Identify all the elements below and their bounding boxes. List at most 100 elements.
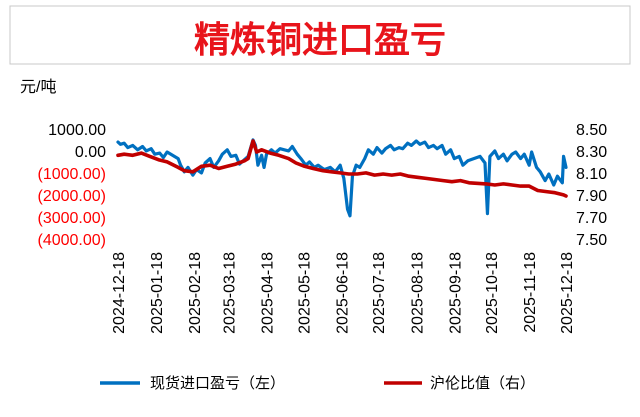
data-point-shfe-lme-ratio (277, 154, 281, 157)
data-point-shfe-lme-ratio (243, 159, 246, 163)
data-point-import-profit (329, 166, 332, 169)
x-axis-tick-label: 2025-04-18 (260, 252, 277, 334)
data-point-shfe-lme-ratio (176, 166, 180, 169)
data-point-import-profit (186, 166, 190, 169)
data-point-shfe-lme-ratio (467, 181, 471, 185)
data-point-import-profit (444, 152, 448, 156)
data-point-shfe-lme-ratio (424, 177, 428, 180)
data-point-import-profit (510, 152, 514, 156)
data-point-import-profit (389, 144, 392, 147)
right-axis-tick-label: 7.50 (576, 232, 607, 249)
data-point-import-profit (144, 149, 148, 153)
data-point-shfe-lme-ratio (502, 182, 505, 186)
data-point-import-profit (308, 160, 311, 164)
data-point-import-profit (299, 157, 303, 160)
data-point-import-profit (493, 149, 497, 153)
data-point-import-profit (552, 183, 556, 187)
data-point-import-profit (153, 152, 157, 156)
x-axis-tick-label: 2025-02-18 (187, 252, 204, 334)
data-point-import-profit (527, 163, 531, 167)
right-axis-tick-label: 7.90 (576, 188, 607, 205)
data-point-import-profit (116, 140, 120, 144)
data-point-shfe-lme-ratio (450, 180, 454, 183)
x-axis-tick-label: 2025-10-18 (484, 252, 501, 334)
data-point-shfe-lme-ratio (338, 171, 342, 175)
data-point-shfe-lme-ratio (140, 151, 143, 155)
data-point-import-profit (278, 147, 282, 150)
right-axis-tick-label: 8.30 (576, 144, 607, 161)
data-point-shfe-lme-ratio (484, 182, 488, 186)
x-axis-tick-label: 2025-09-18 (447, 252, 464, 334)
data-point-shfe-lme-ratio (294, 161, 298, 165)
legend-label-shfe-lme-ratio: 沪伦比值（右） (430, 375, 535, 392)
data-point-import-profit (287, 149, 290, 153)
data-point-shfe-lme-ratio (122, 152, 126, 156)
data-point-import-profit (406, 141, 409, 145)
data-point-import-profit (457, 155, 461, 158)
left-axis-tick-labels: 1000.00 0.00 (1000.00) (2000.00) (3000.00) (4… (38, 122, 107, 249)
data-point-shfe-lme-ratio (208, 163, 212, 167)
data-point-import-profit (149, 147, 153, 150)
data-point-import-profit (478, 155, 482, 158)
data-point-shfe-lme-ratio (527, 184, 531, 188)
left-axis-tick-label: (2000.00) (38, 188, 107, 205)
data-point-shfe-lme-ratio (545, 190, 548, 193)
data-point-shfe-lme-ratio (416, 176, 419, 179)
data-point-import-profit (466, 159, 470, 163)
data-point-import-profit (556, 174, 559, 178)
data-point-import-profit (358, 166, 362, 169)
data-point-import-profit (262, 166, 266, 169)
data-point-import-profit (203, 161, 207, 165)
data-point-import-profit (346, 207, 349, 211)
data-point-shfe-lme-ratio (564, 194, 568, 198)
data-point-import-profit (348, 214, 352, 218)
data-point-shfe-lme-ratio (217, 167, 220, 170)
data-point-import-profit (208, 157, 212, 160)
data-point-import-profit (295, 152, 299, 156)
data-point-shfe-lme-ratio (311, 167, 315, 170)
data-point-shfe-lme-ratio (433, 178, 436, 181)
data-point-shfe-lme-ratio (493, 183, 497, 187)
data-point-shfe-lme-ratio (260, 148, 263, 152)
data-point-import-profit (497, 157, 500, 160)
data-point-import-profit (453, 157, 456, 160)
data-point-shfe-lme-ratio (303, 165, 306, 168)
x-axis-tick-label: 2025-08-18 (409, 252, 426, 334)
left-axis-tick-label: (1000.00) (38, 166, 107, 183)
data-point-import-profit (564, 166, 568, 169)
data-point-import-profit (131, 144, 135, 147)
x-axis-tick-labels: 2024-12-18 2025-01-18 2025-02-18 2025-03-18… (111, 252, 576, 334)
data-point-shfe-lme-ratio (246, 157, 250, 160)
x-axis-tick-label: 2025-01-18 (149, 252, 166, 334)
data-point-import-profit (432, 144, 435, 147)
right-axis-tick-label: 8.50 (576, 122, 607, 139)
data-point-import-profit (392, 148, 396, 152)
data-point-import-profit (461, 163, 465, 167)
data-point-shfe-lme-ratio (364, 171, 368, 175)
data-point-import-profit (126, 146, 130, 149)
x-axis-tick-label: 2024-12-18 (111, 252, 128, 334)
chart-title: 精炼铜进口盈亏 (194, 19, 446, 60)
data-point-import-profit (179, 163, 182, 167)
data-point-import-profit (122, 141, 126, 145)
series-shfe-lme-ratio (116, 139, 568, 198)
data-point-import-profit (217, 159, 220, 163)
data-point-import-profit (363, 157, 367, 160)
x-axis-tick-label: 2025-03-18 (221, 252, 238, 334)
data-point-import-profit (401, 147, 405, 150)
data-point-import-profit (547, 172, 551, 176)
data-point-shfe-lme-ratio (390, 173, 394, 177)
right-axis-tick-label: 7.70 (576, 210, 607, 227)
data-point-shfe-lme-ratio (562, 193, 565, 197)
data-point-import-profit (316, 163, 320, 167)
data-point-shfe-lme-ratio (182, 169, 186, 172)
data-point-import-profit (165, 150, 169, 154)
data-point-import-profit (535, 166, 538, 169)
data-point-import-profit (514, 150, 517, 154)
data-point-shfe-lme-ratio (356, 172, 359, 176)
data-point-shfe-lme-ratio (373, 173, 376, 177)
data-point-import-profit (200, 171, 203, 175)
data-point-shfe-lme-ratio (536, 189, 540, 192)
